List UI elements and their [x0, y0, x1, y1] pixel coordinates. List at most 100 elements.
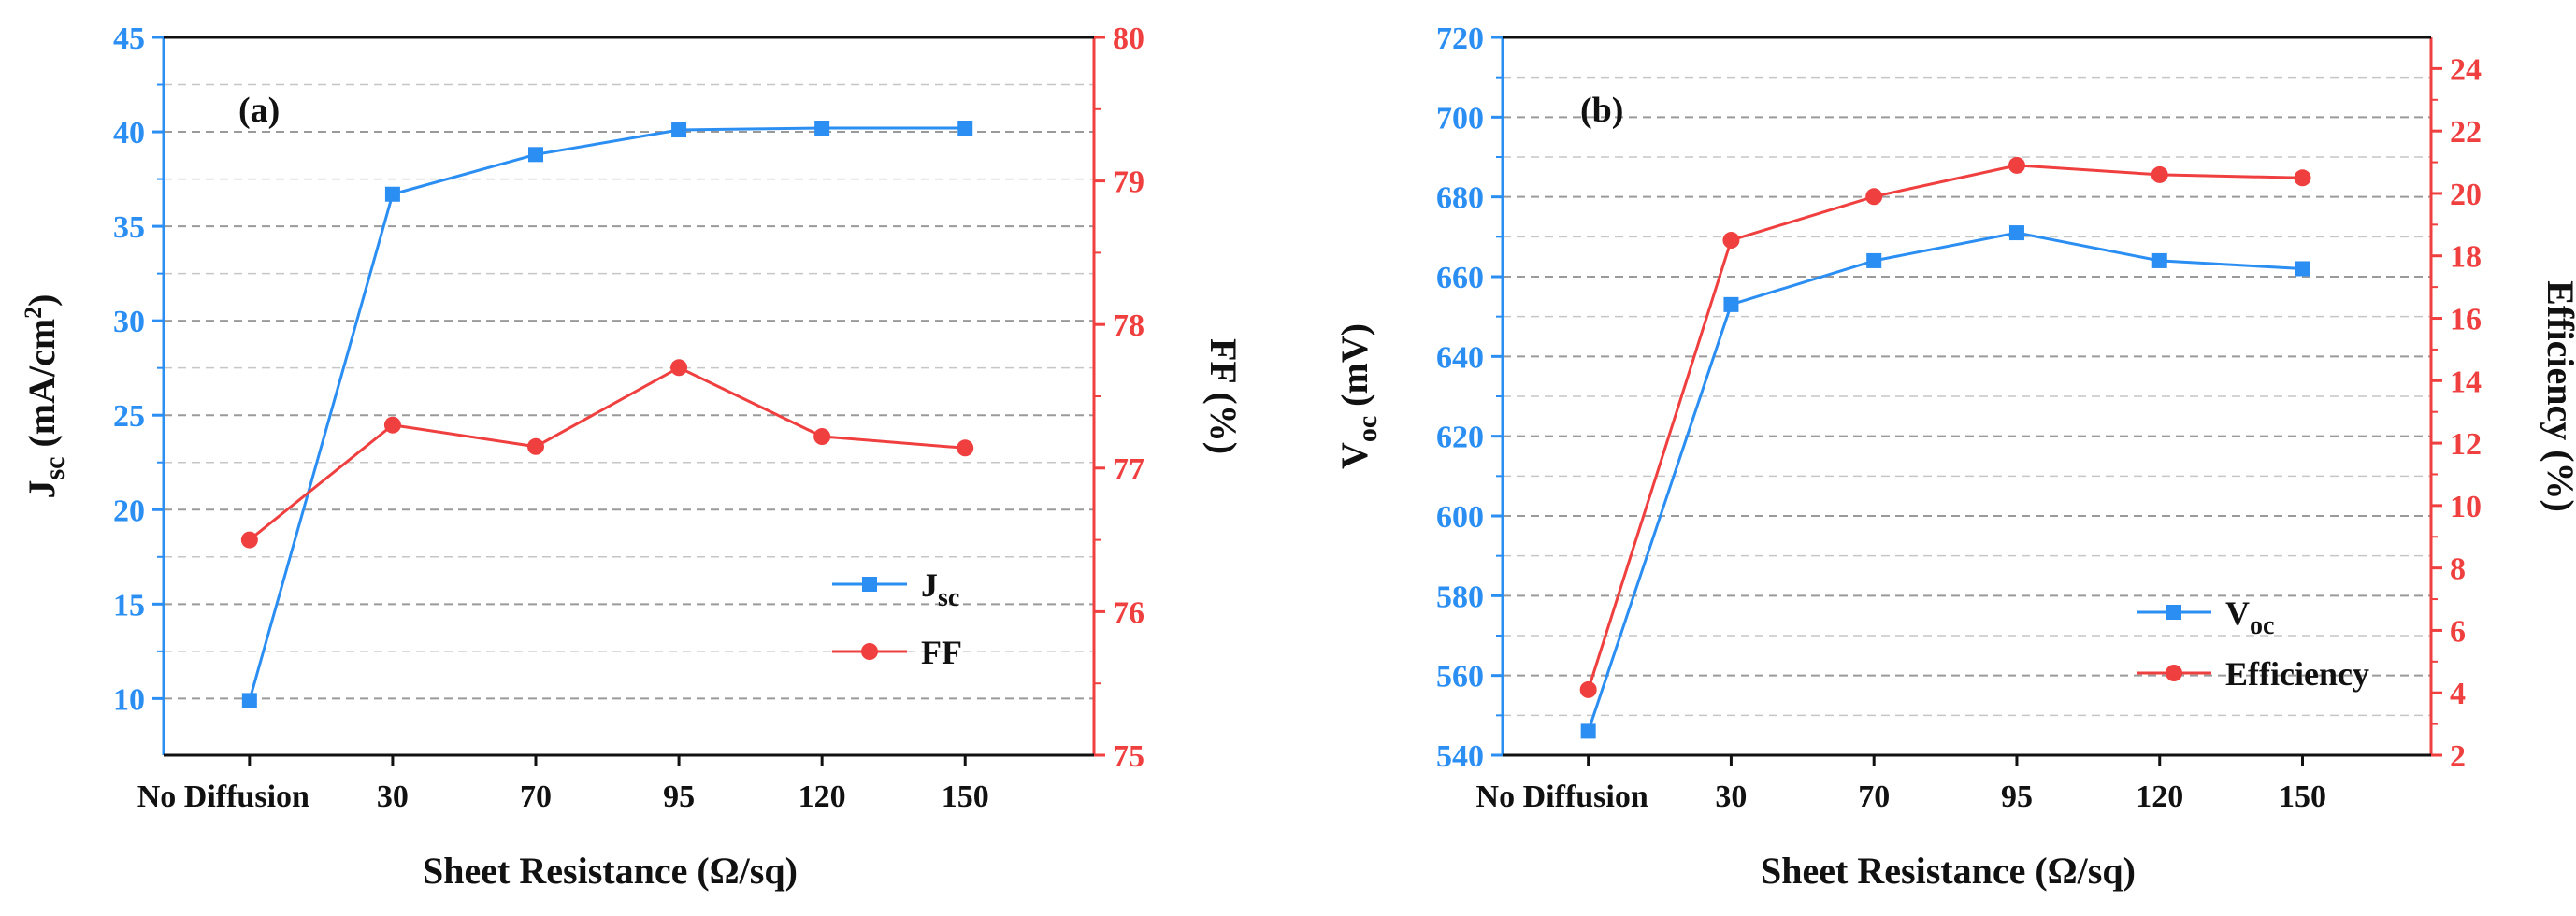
left-axis-title-unit: (mA/cm	[21, 319, 63, 457]
right-tick-label: 4	[2450, 677, 2466, 711]
left-tick-label: 640	[1436, 340, 1484, 375]
data-point-v	[2295, 261, 2310, 277]
right-tick-label: 20	[2450, 178, 2482, 212]
legend-marker	[2166, 665, 2182, 681]
legend-label-sub: oc	[2250, 611, 2274, 640]
right-tick-label: 18	[2450, 240, 2482, 275]
right-tick-label: 76	[1113, 595, 1144, 630]
x-tick-label: 30	[377, 780, 409, 814]
right-tick-label: 22	[2450, 115, 2482, 150]
right-axis-title: Efficiency (%)	[2540, 280, 2576, 512]
legend-marker	[862, 577, 877, 592]
data-point-j	[384, 186, 400, 202]
left-tick-label: 680	[1436, 181, 1484, 216]
data-point-v	[1723, 296, 1739, 312]
data-point-efficiency	[1722, 232, 1740, 250]
left-tick-label: 40	[113, 116, 145, 150]
data-point-v	[2008, 225, 2024, 241]
panel-label: (b)	[1580, 91, 1623, 130]
left-tick-label: 580	[1436, 580, 1484, 614]
right-tick-label: 8	[2450, 552, 2466, 587]
x-tick-label: No Diffusion	[137, 780, 309, 814]
x-tick-label: 70	[1858, 780, 1890, 814]
left-tick-label: 45	[113, 21, 145, 56]
data-point-v	[1866, 252, 1882, 268]
data-point-efficiency	[2294, 169, 2311, 187]
x-axis-title: Sheet Resistance (Ω/sq)	[1761, 850, 2136, 892]
data-point-ff	[240, 531, 258, 549]
left-tick-label: 600	[1436, 500, 1484, 535]
legend-marker	[2166, 605, 2181, 620]
x-tick-label: 30	[1715, 780, 1747, 814]
legend-label-main: Efficiency	[2225, 655, 2369, 693]
left-tick-label: 620	[1436, 421, 1484, 455]
legend-label-main: FF	[921, 634, 962, 671]
left-tick-label: 35	[113, 210, 145, 245]
legend-label-main: V	[2225, 594, 2250, 632]
legend-marker	[861, 643, 878, 660]
data-point-j	[671, 122, 687, 138]
x-tick-label: 70	[520, 780, 552, 814]
left-axis-title-sub: sc	[39, 457, 70, 480]
right-tick-label: 79	[1113, 165, 1144, 200]
panel-a: 10 15 20 25 30 35 40 45 75 76 77 78 79 80 No Diffusion…	[20, 21, 1245, 892]
left-axis-title-main: V	[1333, 442, 1375, 469]
right-tick-label: 78	[1113, 308, 1144, 343]
left-axis-title-sub: oc	[1352, 416, 1383, 442]
series-line-efficiency	[1587, 164, 2303, 691]
data-point-v	[1580, 723, 1596, 739]
x-tick-label: 95	[2001, 780, 2033, 814]
right-tick-label: 77	[1113, 452, 1144, 487]
legend-label: FF	[921, 634, 962, 671]
data-point-j	[814, 121, 830, 136]
x-tick-label: 150	[942, 780, 989, 814]
left-tick-label: 700	[1436, 101, 1484, 136]
legend-label: Voc	[2225, 594, 2274, 640]
left-axis-title: Voc (mV)	[1333, 323, 1383, 469]
x-tick-label: 150	[2279, 780, 2326, 814]
data-point-efficiency	[1579, 680, 1597, 698]
right-tick-label: 75	[1113, 739, 1144, 774]
data-point-ff	[813, 428, 831, 446]
data-point-efficiency	[1865, 188, 1883, 206]
legend-label: Jsc	[921, 566, 959, 612]
left-tick-label: 660	[1436, 261, 1484, 295]
left-axis-title-close: )	[21, 293, 63, 306]
legend-label-sub: sc	[938, 583, 959, 612]
x-tick-label: No Diffusion	[1476, 780, 1648, 814]
data-point-efficiency	[2151, 165, 2168, 183]
left-tick-label: 20	[113, 494, 145, 528]
series-line-v	[1587, 231, 2303, 732]
x-axis-title: Sheet Resistance (Ω/sq)	[423, 850, 798, 892]
data-point-ff	[527, 437, 544, 455]
right-tick-label: 14	[2450, 365, 2482, 399]
left-tick-label: 10	[113, 682, 145, 717]
right-tick-label: 24	[2450, 52, 2482, 87]
data-point-v	[2151, 252, 2167, 268]
right-tick-label: 16	[2450, 303, 2482, 337]
data-point-ff	[957, 439, 974, 457]
right-tick-label: 2	[2450, 739, 2466, 774]
data-point-j	[241, 693, 257, 708]
left-tick-label: 720	[1436, 21, 1484, 56]
data-point-ff	[670, 359, 688, 377]
left-tick-label: 30	[113, 305, 145, 339]
left-axis-title-main: J	[21, 480, 63, 499]
right-tick-label: 12	[2450, 427, 2482, 462]
left-tick-label: 25	[113, 399, 145, 434]
left-axis-title-sup: 2	[20, 307, 47, 319]
series-line-j	[248, 126, 966, 701]
x-tick-label: 120	[799, 780, 846, 814]
legend-label-main: J	[921, 566, 938, 604]
right-tick-label: 6	[2450, 614, 2466, 649]
data-point-ff	[383, 416, 401, 434]
left-axis-title: Jsc (mA/cm2)	[20, 293, 70, 498]
right-tick-label: 10	[2450, 490, 2482, 524]
data-point-efficiency	[2008, 156, 2025, 174]
legend-label: Efficiency	[2225, 655, 2369, 693]
left-tick-label: 560	[1436, 660, 1484, 694]
x-tick-label: 120	[2136, 780, 2183, 814]
right-axis-title: FF (%)	[1202, 338, 1245, 454]
panel-b: 5405605806006206406606807007202468101214…	[1333, 21, 2576, 892]
